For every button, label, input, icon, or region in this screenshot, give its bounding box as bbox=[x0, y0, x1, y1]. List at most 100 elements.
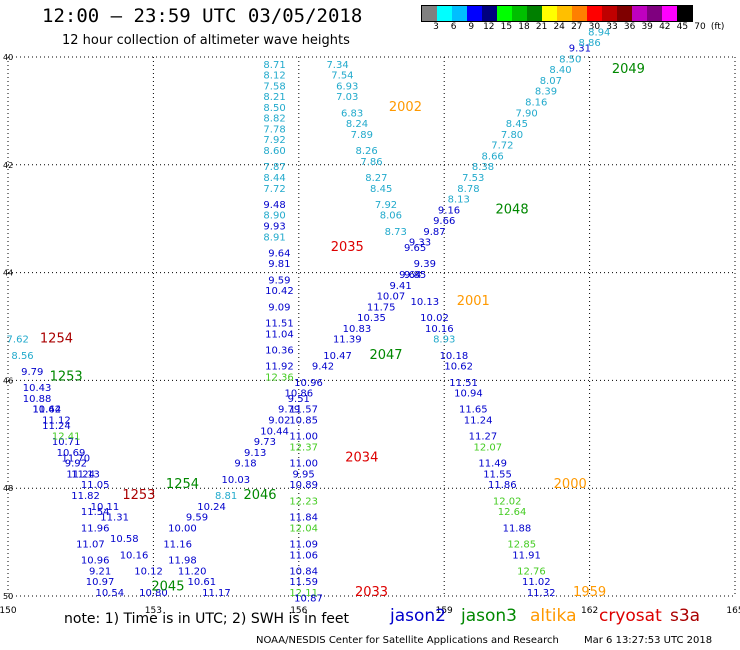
wave-height-value: 9.92 bbox=[65, 459, 87, 470]
legend-label: 9 bbox=[468, 22, 475, 32]
legend-swatch bbox=[677, 6, 692, 21]
legend-swatch bbox=[617, 6, 632, 21]
wave-height-value: 9.09 bbox=[268, 302, 290, 313]
wave-height-value: 12.76 bbox=[517, 566, 546, 577]
wave-height-value: 8.78 bbox=[457, 184, 479, 195]
legend-label: 21 bbox=[535, 22, 548, 32]
wave-height-value: 11.42 bbox=[32, 405, 61, 416]
wave-height-value: 9.79 bbox=[21, 367, 43, 378]
wave-height-value: 8.90 bbox=[263, 211, 285, 222]
wave-height-value: 10.42 bbox=[265, 286, 294, 297]
wave-height-value: 11.24 bbox=[464, 416, 493, 427]
wave-height-value: 8.06 bbox=[380, 211, 402, 222]
lon-tick-label: 162 bbox=[581, 606, 598, 616]
pass-time-label: 2000 bbox=[554, 477, 587, 492]
wave-height-value: 11.86 bbox=[488, 480, 517, 491]
pass-time-label: 1253 bbox=[122, 488, 155, 503]
wave-height-value: 8.93 bbox=[433, 335, 455, 346]
wave-height-value: 10.61 bbox=[188, 577, 217, 588]
wave-height-value: 11.00 bbox=[289, 432, 318, 443]
legend-label: 6 bbox=[450, 22, 457, 32]
wave-height-value: 10.85 bbox=[289, 416, 318, 427]
wave-height-value: 7.58 bbox=[263, 81, 285, 92]
wave-height-value: 7.34 bbox=[326, 60, 348, 71]
satellite-legend-item: altika bbox=[530, 606, 577, 626]
wave-height-value: 9.95 bbox=[293, 469, 315, 480]
wave-height-value: 9.64 bbox=[399, 270, 421, 281]
wave-height-value: 6.93 bbox=[336, 81, 358, 92]
pass-time-label: 2033 bbox=[355, 585, 388, 600]
wave-height-value: 7.62 bbox=[7, 335, 29, 346]
wave-height-value: 8.39 bbox=[535, 87, 557, 98]
wave-height-value: 10.64 bbox=[32, 405, 61, 416]
wave-height-value: 11.88 bbox=[503, 523, 532, 534]
wave-height-value: 10.16 bbox=[425, 324, 454, 335]
credit-line: NOAA/NESDIS Center for Satellite Applica… bbox=[256, 635, 559, 646]
wave-height-value: 12.11 bbox=[289, 588, 318, 599]
wave-height-value: 10.11 bbox=[91, 502, 120, 513]
wave-height-value: 7.54 bbox=[331, 71, 353, 82]
footer-note: note: 1) Time is in UTC; 2) SWH is in fe… bbox=[64, 611, 350, 627]
wave-height-value: 7.72 bbox=[263, 184, 285, 195]
legend-label: 15 bbox=[500, 22, 513, 32]
legend-swatch bbox=[572, 6, 587, 21]
wave-height-value: 9.79 bbox=[278, 405, 300, 416]
color-legend-labels: 3 6 9 12 15 18 21 24 27 30 33 36 39 42 45 70 (ft) bbox=[421, 22, 740, 34]
legend-swatch bbox=[602, 6, 617, 21]
wave-height-value: 7.92 bbox=[263, 135, 285, 146]
wave-height-value: 12.04 bbox=[289, 523, 318, 534]
legend-label: 3 bbox=[433, 22, 439, 32]
wave-height-value: 8.56 bbox=[11, 351, 33, 362]
wave-height-value: 8.50 bbox=[263, 103, 285, 114]
wave-height-value: 8.12 bbox=[263, 71, 285, 82]
wave-height-value: 11.59 bbox=[289, 577, 318, 588]
legend-label: 18 bbox=[518, 22, 530, 32]
pass-time-label: 2045 bbox=[151, 580, 184, 595]
wave-height-value: 10.00 bbox=[168, 523, 197, 534]
wave-height-value: 9.18 bbox=[234, 459, 256, 470]
wave-height-value: 10.54 bbox=[95, 588, 124, 599]
wave-height-value: 11.20 bbox=[178, 566, 207, 577]
pass-time-label: 2034 bbox=[345, 450, 378, 465]
legend-swatch bbox=[587, 6, 602, 21]
legend-label: 24 bbox=[553, 22, 565, 32]
legend-swatch bbox=[527, 6, 542, 21]
wave-height-value: 10.44 bbox=[260, 426, 289, 437]
wave-height-value: 8.24 bbox=[346, 119, 368, 130]
wave-height-value: 11.04 bbox=[265, 329, 294, 340]
wave-height-value: 9.39 bbox=[414, 259, 436, 270]
wave-height-value: 10.03 bbox=[221, 475, 250, 486]
wave-height-value: 11.06 bbox=[289, 550, 318, 561]
wave-height-value: 10.18 bbox=[440, 351, 469, 362]
wave-height-value: 10.35 bbox=[357, 313, 386, 324]
wave-height-value: 11.98 bbox=[168, 556, 197, 567]
wave-height-value: 9.59 bbox=[268, 275, 290, 286]
wave-height-value: 10.83 bbox=[343, 324, 372, 335]
lat-tick-label: 48 bbox=[3, 484, 13, 493]
wave-height-value: 10.36 bbox=[265, 345, 294, 356]
wave-height-value: 11.31 bbox=[100, 513, 129, 524]
legend-label: 30 bbox=[588, 22, 601, 32]
wave-height-value: 7.72 bbox=[491, 141, 513, 152]
wave-height-value: 11.92 bbox=[265, 362, 294, 373]
pass-time-label: 2002 bbox=[389, 100, 422, 115]
wave-height-value: 7.78 bbox=[263, 124, 285, 135]
wave-height-value: 9.42 bbox=[312, 362, 334, 373]
legend-swatch bbox=[437, 6, 452, 21]
page-subtitle: 12 hour collection of altimeter wave hei… bbox=[62, 33, 350, 48]
wave-height-value: 10.96 bbox=[81, 556, 110, 567]
wave-height-value: 10.07 bbox=[377, 292, 406, 303]
wave-height-value: 12.85 bbox=[507, 539, 536, 550]
wave-height-value: 11.54 bbox=[81, 507, 110, 518]
wave-height-value: 11.55 bbox=[483, 469, 512, 480]
legend-swatch bbox=[482, 6, 497, 21]
wave-height-value: 8.86 bbox=[578, 38, 600, 49]
wave-height-value: 7.86 bbox=[360, 157, 382, 168]
wave-height-value: 10.43 bbox=[23, 383, 52, 394]
wave-height-value: 7.80 bbox=[501, 130, 523, 141]
pass-time-label: 2035 bbox=[331, 240, 364, 255]
wave-height-value: 11.57 bbox=[289, 405, 318, 416]
wave-height-value: 10.58 bbox=[110, 534, 139, 545]
wave-height-value: 8.94 bbox=[588, 27, 610, 38]
wave-height-value: 11.39 bbox=[333, 335, 362, 346]
